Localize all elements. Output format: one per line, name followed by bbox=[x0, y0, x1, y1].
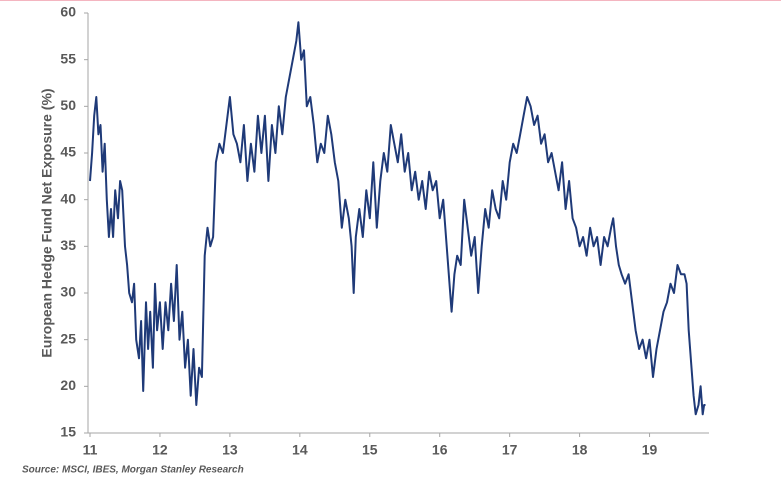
source-note: Source: MSCI, IBES, Morgan Stanley Resea… bbox=[22, 465, 244, 476]
y-axis-label: European Hedge Fund Net Exposure (%) bbox=[39, 88, 55, 357]
x-tick-label: 12 bbox=[152, 442, 168, 458]
y-tick-label: 40 bbox=[60, 190, 76, 206]
x-tick-label: 13 bbox=[222, 442, 238, 458]
x-tick-label: 14 bbox=[292, 442, 308, 458]
y-tick-label: 20 bbox=[60, 377, 76, 393]
x-tick-label: 18 bbox=[572, 442, 588, 458]
y-tick-label: 35 bbox=[60, 237, 76, 253]
y-tick-label: 30 bbox=[60, 284, 76, 300]
data-line bbox=[89, 21, 706, 416]
y-tick-label: 55 bbox=[60, 50, 76, 66]
y-tick-label: 60 bbox=[60, 4, 76, 20]
y-tick-label: 25 bbox=[60, 330, 76, 346]
x-tick-label: 15 bbox=[362, 442, 378, 458]
x-tick-label: 17 bbox=[502, 442, 518, 458]
y-tick-label: 15 bbox=[60, 424, 76, 440]
x-tick-label: 11 bbox=[83, 442, 98, 458]
x-tick-label: 19 bbox=[642, 442, 658, 458]
y-tick-label: 50 bbox=[60, 97, 76, 113]
y-tick-label: 45 bbox=[60, 144, 76, 160]
x-tick-label: 16 bbox=[432, 442, 448, 458]
